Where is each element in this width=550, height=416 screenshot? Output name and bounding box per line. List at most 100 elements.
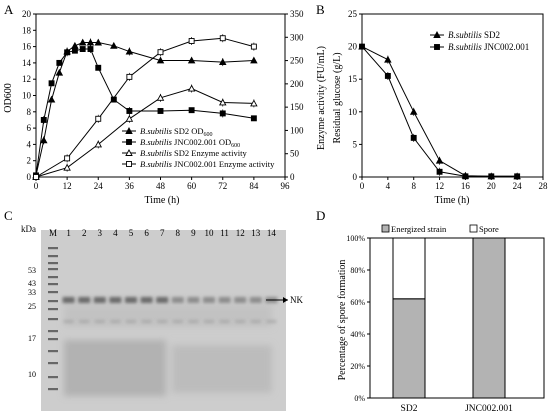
gel-minor-band [63,320,74,323]
gel-ladder-band [48,255,58,258]
panel-a-ytick-right-label: 250 [290,56,304,66]
gel-band-group [140,297,153,323]
panel-b-ytick-label: 10 [348,107,358,117]
gel-nk-band [78,297,91,303]
gel-lane-label: 2 [82,228,87,238]
panel-a-ytick-left-label: 4 [27,139,32,149]
gel-nk-band [109,297,122,303]
panel-a-point-s1 [94,38,103,46]
panel-a-legend-label: B.subtilis JNC002.001 Enzyme activity [140,159,275,169]
panel-a-point-s2 [157,108,164,114]
panel-a-point-s2 [219,110,226,117]
panel-b-legend-label: B.subtilis SD2 [448,30,500,40]
gel-marker-label: 33 [28,288,36,297]
panel-b-xtick-label: 12 [435,181,444,191]
gel-lane-label: 6 [144,228,149,238]
panel-d-category-label: SD2 [401,404,418,414]
panel-a-point-s2 [48,80,55,87]
panel-a-point-s4 [188,38,195,44]
panel-b-ytick-label: 15 [348,74,358,84]
panel-a-ytick-right-label: 150 [290,102,304,112]
gel-ladder-band [48,268,58,271]
gel-minor-band [172,320,183,323]
panel-a-point-s4 [64,155,71,162]
panel-d-legend-label: Energized strain [391,224,447,234]
panel-d-chart: 0% 20% 40% 60% 80% 100% SD2 JNC002.001 Percenta… [337,224,545,414]
gel-ladder-band [48,376,58,379]
gel-minor-band [188,320,199,323]
panel-d-bar-energized [392,298,426,399]
panel-a-ytick-right-label: 300 [290,32,304,42]
gel-nk-band [234,297,247,303]
panel-a-series-line-4 [35,37,255,178]
gel-ladder-band [48,276,58,279]
gel-band-group [93,297,106,323]
panel-d-legend: Energized strain Spore [381,224,499,234]
panel-a-series-line-3 [35,87,254,178]
panel-b-point-s1 [435,156,444,164]
panel-a-point-s1 [125,47,134,55]
panel-b-ylabel: Residual glucose (g/L) [332,52,343,143]
gel-minor-band [266,320,277,323]
panel-a-ytick-right-label: 50 [290,149,300,159]
panel-a-point-s4 [250,43,257,50]
panel-d-bars [392,237,506,399]
panel-a-xlabel: Time (h) [145,195,180,206]
gel-minor-band [141,320,152,323]
panel-b-chart: 0 4 8 12 16 20 24 28 0 5 10 15 20 25 Time (h) Residua… [332,9,548,206]
panel-a-point-s1 [78,38,87,46]
gel-ladder-band [48,362,58,365]
gel-lane-label: 5 [129,228,134,238]
panel-label-c: C [4,208,13,223]
panel-b-xtick-label: 0 [360,181,365,191]
panel-a-ylabel-left: OD600 [3,83,14,112]
panel-a-point-s1 [86,38,95,46]
panel-a-point-s3 [125,114,134,122]
gel-nk-band [62,297,75,303]
gel-minor-band [235,320,246,323]
gel-minor-band [79,320,90,323]
panel-b-legend-marker [433,31,441,38]
panel-d-legend-swatch [469,224,478,233]
panel-a-xtick-label: 72 [218,181,227,191]
panel-a-point-s1 [218,58,227,66]
panel-b-series [358,42,521,180]
panel-b-ytick-label: 20 [348,42,358,52]
panel-a-xtick-label: 84 [249,181,259,191]
panel-b-xtick-label: 16 [461,181,471,191]
gel-nk-band [156,297,169,303]
panel-b-point-s2 [359,43,365,50]
panel-b-xtick-label: 20 [487,181,497,191]
gel-kda-label: kDa [21,224,36,234]
panel-a-point-s1 [71,41,79,49]
panel-d-ytick-label: 40% [350,330,365,339]
panel-a-ytick-right-label: 350 [290,9,304,19]
panel-a-ytick-left-label: 10 [22,91,32,101]
panel-d-ytick-label: 100% [346,234,365,243]
panel-a-xtick-label: 24 [94,181,104,191]
gel-band-group [234,297,247,323]
panel-a-point-s2 [250,115,257,122]
panel-b-xtick-label: 24 [513,181,523,191]
panel-a-point-s1 [110,41,118,49]
panel-label-d: D [316,208,325,223]
gel-ladder-band [48,350,58,353]
panel-d-bar-spore [392,237,426,300]
gel-nk-band [125,297,137,303]
panel-b-frame [361,13,544,178]
panel-b-legend-marker [434,44,440,50]
gel-minor-band [219,320,230,323]
gel-lane-label: 3 [98,228,103,238]
panel-a-point-s4 [157,49,164,56]
gel-marker-label: 17 [28,334,36,343]
panel-a-point-s1 [55,68,64,76]
gel-band-group [203,297,215,323]
gel-minor-band [110,320,121,323]
panel-a-ytick-right-label: 100 [290,125,304,135]
panel-d-ytick-label: 80% [350,266,365,275]
gel-marker-label: 53 [28,266,36,275]
panel-a-xtick-label: 96 [281,181,291,191]
panel-a-point-s2 [126,108,133,114]
